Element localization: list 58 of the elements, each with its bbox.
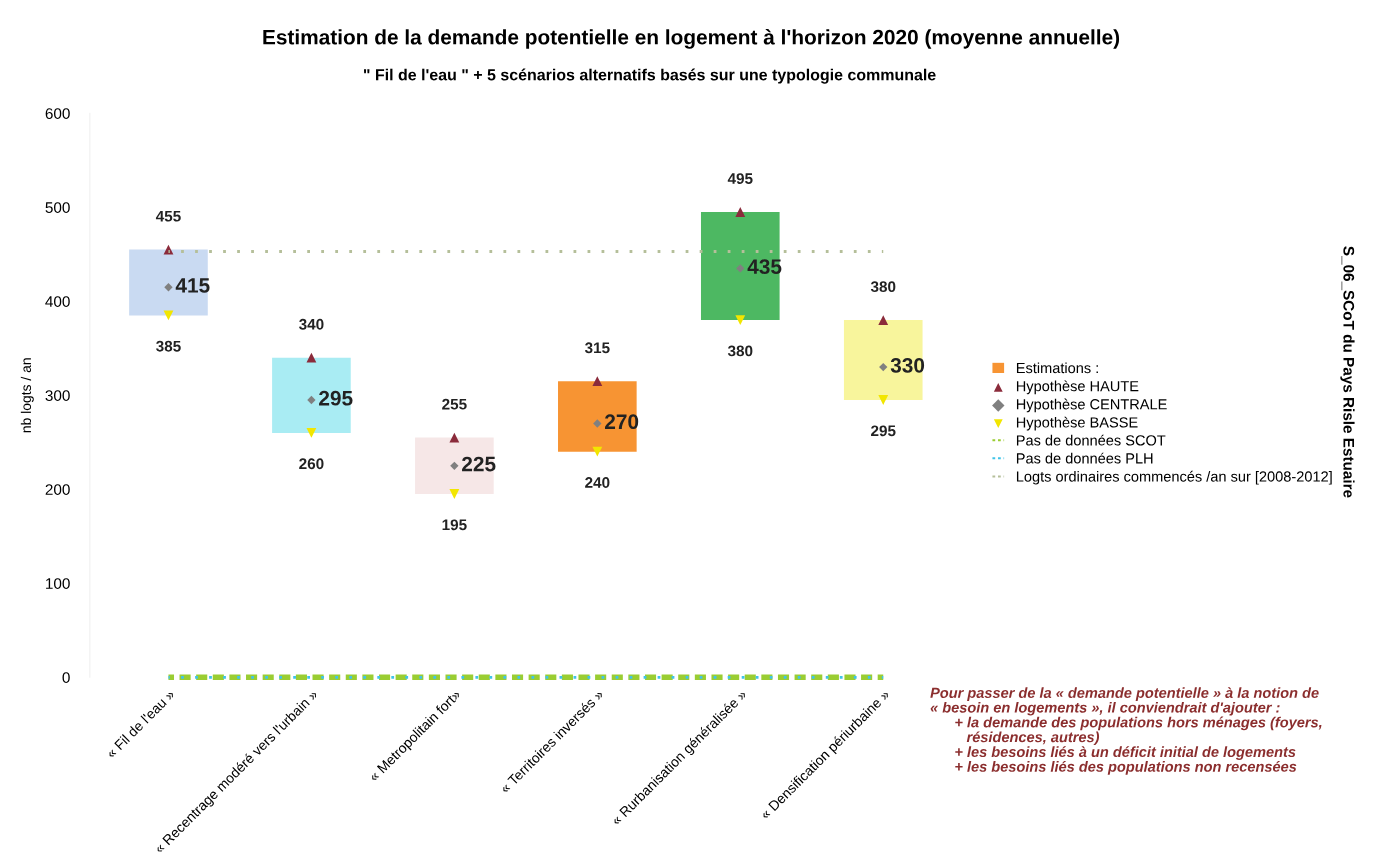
data-label: 330 (890, 357, 925, 373)
legend-label: Logts ordinaires commencés /an sur [2008-2012] (1016, 470, 1332, 485)
data-label: 495 (727, 173, 753, 184)
chart-title: Estimation de la demande potentielle en logement à l'horizon 2020 (moyenne annuelle) (263, 29, 1120, 49)
point (593, 419, 602, 428)
point (592, 446, 603, 457)
data-label: 260 (299, 458, 324, 470)
point (736, 264, 745, 273)
legend-label: Hypothèse BASSE (1016, 416, 1138, 431)
point (450, 461, 459, 470)
data-label: 385 (156, 340, 181, 352)
bar (700, 212, 780, 321)
y-tick-label: 600 (45, 108, 70, 119)
data-label: 195 (442, 519, 467, 531)
y-tick-label: 500 (45, 202, 70, 213)
point (735, 207, 746, 217)
data-label: 225 (462, 456, 496, 472)
bar (558, 381, 637, 452)
point (163, 310, 174, 321)
point (164, 283, 173, 292)
legend-label: Estimations : (1016, 362, 1098, 374)
point (306, 427, 317, 438)
text: S_06_SCoT du Pays Risle Estuaire (1340, 246, 1355, 498)
bar (272, 357, 351, 433)
data-label: 380 (870, 281, 896, 293)
legend-label: Pas de données PLH (1016, 452, 1153, 464)
point (879, 362, 888, 372)
bar (843, 320, 923, 400)
data-label: 455 (155, 210, 181, 222)
point (592, 376, 603, 387)
point (307, 395, 316, 405)
y-tick-label: 0 (62, 672, 70, 683)
bar (415, 437, 494, 494)
point (878, 395, 889, 405)
data-label: 295 (319, 390, 353, 406)
legend-label: Pas de données SCOT (1016, 434, 1166, 446)
data-label: 340 (299, 318, 324, 330)
legend-label: Hypothèse CENTRALE (1016, 398, 1167, 413)
y-axis-title: nb logts / an (20, 358, 34, 433)
y-tick-label: 300 (45, 390, 70, 401)
data-label: 415 (175, 278, 210, 293)
data-label: 255 (442, 398, 467, 410)
y-tick-label: 100 (46, 578, 70, 589)
data-label: 295 (871, 425, 896, 437)
point (878, 315, 889, 326)
point (449, 489, 460, 499)
y-tick-label: 200 (45, 484, 70, 495)
point (306, 352, 317, 363)
bar (129, 249, 208, 316)
point (735, 315, 746, 326)
data-label: 240 (585, 477, 610, 488)
data-label: 380 (727, 345, 753, 357)
legend-label: Hypothèse HAUTE (1016, 380, 1139, 395)
data-label: 315 (584, 342, 610, 354)
chart-subtitle: " Fil de l'eau " + 5 scénarios alternatifs basés sur une typologie communale (363, 68, 936, 84)
text: Pour passer de la « demande potentielle » à la notion de « besoin en logements », il conviendrait d'ajouter : + la demande des populations hors ménages (foyers, résidences, autres) + les besoins liés à un déficit initial de logements + les besoins liés des populations non recensées (930, 687, 1322, 775)
point (449, 432, 460, 443)
y-tick-label: 400 (45, 296, 70, 307)
